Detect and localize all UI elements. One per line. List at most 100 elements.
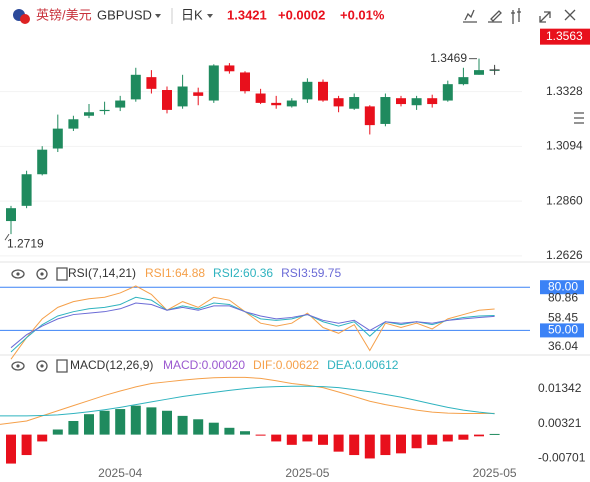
- eye-icon[interactable]: [11, 361, 25, 371]
- rsi-title: RSI(7,14,21): [68, 266, 136, 280]
- histogram-bar: [474, 434, 484, 437]
- histogram-bar: [162, 410, 172, 435]
- histogram-bar: [349, 434, 360, 456]
- candle-body: [396, 98, 406, 105]
- histogram-bar: [255, 434, 266, 436]
- histogram-bar: [146, 407, 157, 435]
- eye-icon[interactable]: [11, 269, 25, 279]
- last-price: 1.3421: [227, 7, 267, 22]
- y-tick-label: 1.3094: [546, 139, 583, 153]
- settings-icon[interactable]: [36, 360, 48, 372]
- histogram-bar: [240, 431, 250, 435]
- histogram-bar: [380, 434, 391, 456]
- histogram-bar: [286, 434, 297, 445]
- histogram-bar: [489, 433, 500, 435]
- candle-body: [442, 84, 453, 101]
- histogram-bar: [208, 422, 219, 435]
- flag-icon: [13, 9, 30, 24]
- histogram-bar: [224, 427, 235, 435]
- y-tick-label: 50.00: [548, 323, 578, 337]
- histogram-bar: [318, 434, 328, 445]
- histogram-bar: [396, 434, 406, 454]
- histogram-bar: [302, 434, 313, 442]
- candle-body: [364, 106, 375, 126]
- candle-body: [193, 92, 204, 96]
- legend-entry: MACD:0.00020: [163, 358, 245, 372]
- candle-body: [224, 65, 235, 72]
- dropdown-arrow: [207, 14, 213, 18]
- side-menu-icon[interactable]: [574, 112, 584, 124]
- histogram-bar: [364, 434, 375, 459]
- histogram-bar: [115, 409, 126, 435]
- candle-body: [21, 174, 32, 206]
- indicator-box: [56, 267, 68, 281]
- price-change: +0.0002: [278, 7, 325, 22]
- y-tick-label: 80.00: [548, 279, 578, 293]
- macd-line: [0, 385, 495, 417]
- x-tick-label: 2025-05: [473, 466, 517, 480]
- legend-entry: DEA:0.00612: [327, 358, 399, 372]
- candle-body: [349, 97, 360, 109]
- y-tick-label: -0.00701: [538, 451, 586, 465]
- candle-body: [458, 77, 469, 85]
- histogram-bar: [52, 429, 63, 435]
- candle-body: [37, 149, 48, 175]
- y-tick-label: 1.2860: [546, 193, 583, 207]
- x-tick-label: 2025-05: [285, 466, 329, 480]
- macd-title: MACD(12,26,9): [70, 358, 153, 372]
- histogram-bar: [99, 410, 110, 435]
- candle-body: [130, 74, 141, 100]
- candle-body: [208, 65, 219, 101]
- histogram-bar: [37, 434, 48, 442]
- level-label-box: [540, 323, 584, 338]
- histogram-bar: [442, 434, 453, 442]
- settings-icon[interactable]: [36, 268, 48, 280]
- candle-body: [52, 128, 63, 149]
- level-label-box: [540, 280, 584, 295]
- symbol[interactable]: GBPUSD: [97, 7, 152, 22]
- candle-body: [99, 109, 110, 112]
- pair-name: 英镑/美元: [36, 7, 92, 22]
- candle-body: [255, 93, 266, 103]
- indicator-box: [56, 359, 68, 373]
- toolbar-icons[interactable]: [463, 8, 576, 24]
- candle-body: [177, 86, 188, 107]
- price-change-pct: +0.01%: [340, 7, 385, 22]
- histogram-bar: [271, 434, 282, 442]
- histogram-bar: [333, 434, 344, 452]
- rsi-line: [10, 285, 495, 360]
- histogram-bar: [458, 434, 469, 440]
- y-tick-label: 0.00321: [538, 416, 582, 430]
- candle-body: [84, 112, 94, 116]
- legend-entry: RSI3:59.75: [281, 266, 341, 280]
- candle-body: [6, 208, 16, 222]
- low-pointer: [4, 233, 10, 241]
- candle-body: [286, 100, 297, 107]
- legend-entry: RSI1:64.88: [145, 266, 205, 280]
- candle-body: [427, 98, 438, 105]
- rsi-line: [10, 296, 495, 353]
- y-tick-label: 1.3328: [546, 84, 583, 98]
- candle-body: [380, 97, 391, 124]
- candle-body: [115, 100, 126, 108]
- value-label: 58.45: [548, 310, 578, 324]
- candle-body: [333, 98, 344, 107]
- candle-body: [240, 72, 250, 92]
- candle-body: [68, 119, 79, 129]
- histogram-bar: [427, 434, 438, 445]
- y-tick-label: 1.2626: [546, 248, 583, 262]
- histogram-bar: [193, 419, 204, 435]
- x-tick-label: 2025-04: [98, 466, 142, 480]
- price-marker-label: 1.3563: [546, 29, 583, 43]
- period[interactable]: 日K: [181, 7, 203, 22]
- candle-body: [411, 98, 422, 106]
- legend-entry: RSI2:60.36: [213, 266, 273, 280]
- value-label: 36.04: [548, 339, 578, 353]
- candle-body: [162, 90, 172, 110]
- histogram-bar: [411, 434, 422, 449]
- y-tick-label: 0.01342: [538, 381, 582, 395]
- candle-body: [271, 102, 282, 106]
- high-label: 1.3469: [430, 51, 467, 65]
- candle-body: [302, 81, 313, 100]
